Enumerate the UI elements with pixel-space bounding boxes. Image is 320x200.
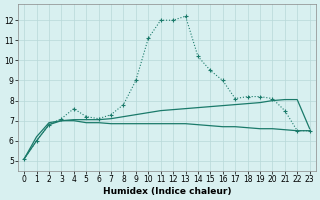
X-axis label: Humidex (Indice chaleur): Humidex (Indice chaleur): [103, 187, 231, 196]
